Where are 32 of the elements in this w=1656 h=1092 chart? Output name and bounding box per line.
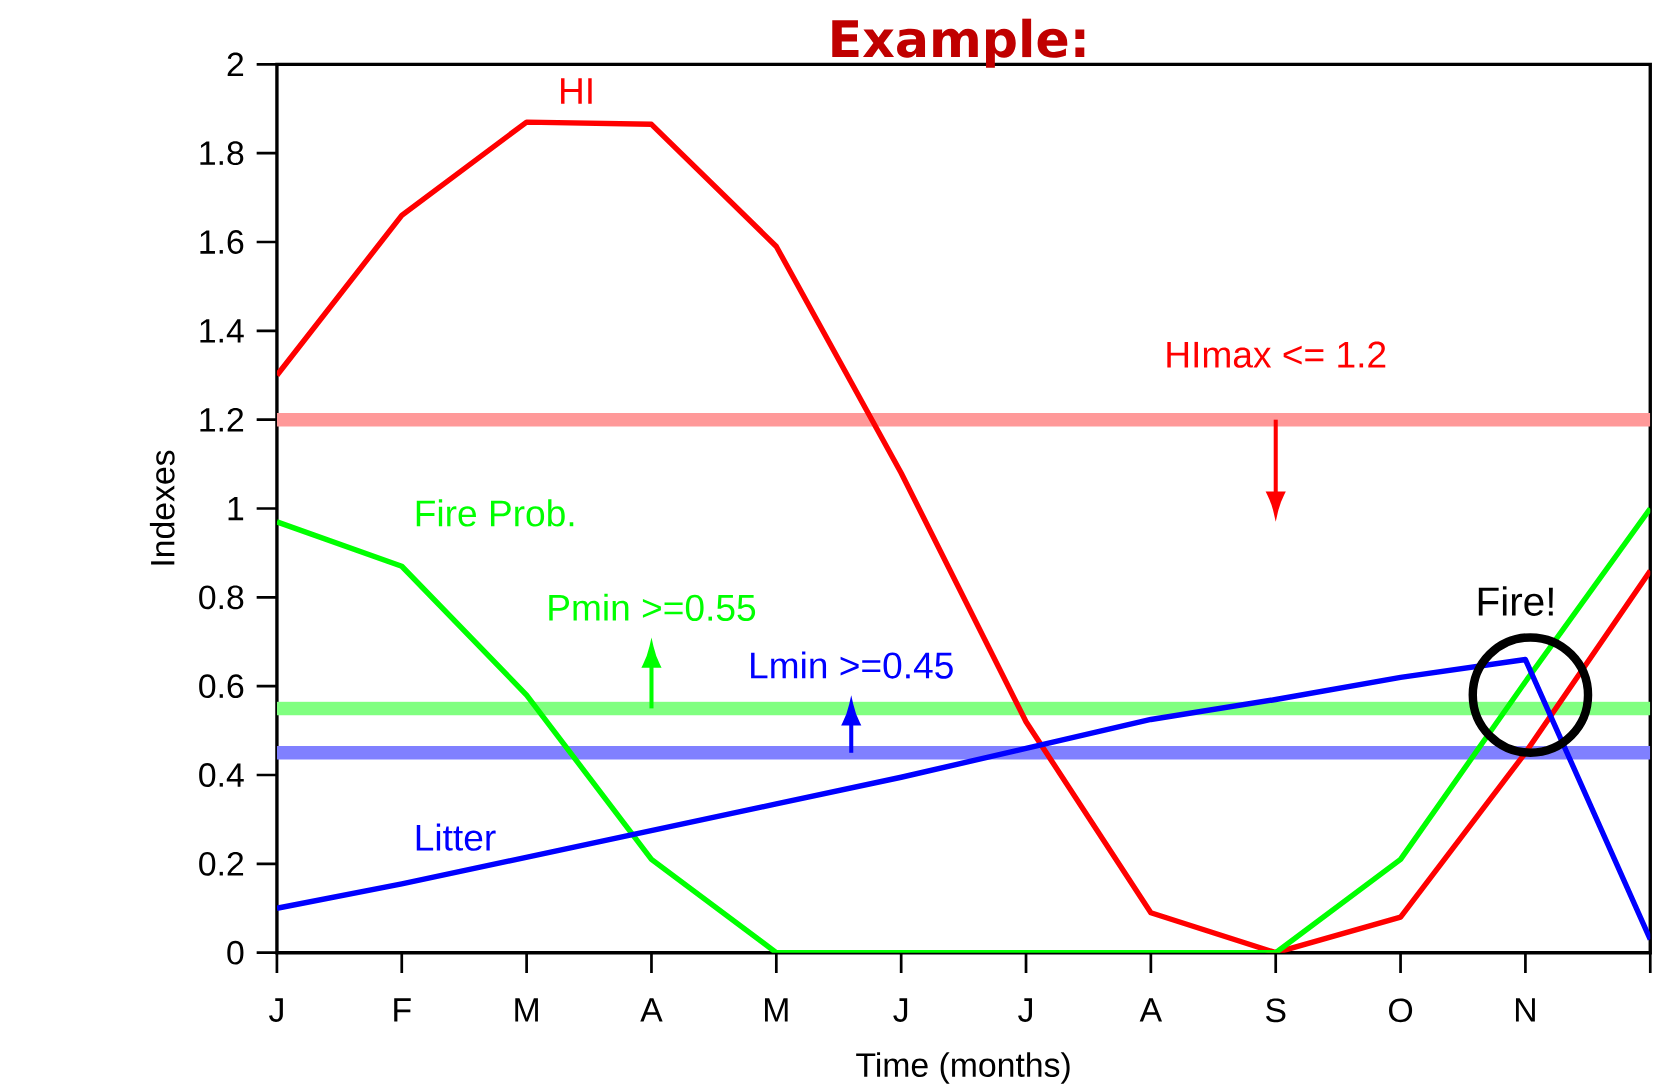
x-tick-label: S [1265, 998, 1286, 1023]
x-tick-label: A [1139, 998, 1163, 1022]
ref-line-label: HImax <= 1.2 [1167, 341, 1386, 368]
series-label: Litter [416, 823, 496, 851]
annotation: Fire! [1478, 586, 1553, 616]
y-tick-label: 1 [228, 496, 244, 521]
ref-line-label: Pmin >=0.55 [549, 593, 756, 621]
x-tick-label: A [640, 998, 663, 1022]
x-tick-label: F [394, 998, 411, 1022]
x-axis-title: Time (months) [856, 1052, 1070, 1084]
y-tick-label: 0 [227, 940, 244, 965]
y-tick-label: 1.2 [200, 407, 244, 432]
y-tick-label: 1.4 [200, 319, 244, 343]
y-tick-label: 0.2 [199, 851, 244, 876]
y-axis-title: Indexes [149, 450, 175, 565]
series-label: HI [561, 78, 592, 104]
x-tick-label: M [515, 998, 538, 1022]
y-tick-label: 1.8 [200, 141, 244, 166]
x-tick-label: N [1515, 998, 1535, 1022]
y-tick-label: 1.6 [200, 230, 244, 254]
x-tick-label: J [1018, 998, 1032, 1022]
x-tick-label: J [893, 998, 908, 1022]
x-tick-label: O [1389, 998, 1413, 1023]
y-tick-label: 2 [227, 52, 244, 77]
x-tick-label: J [269, 998, 283, 1022]
y-tick-label: 0.6 [199, 674, 244, 699]
series-label: Fire Prob. [416, 499, 574, 527]
y-tick-label: 0.8 [199, 585, 244, 610]
chart-title: Example: [832, 18, 1085, 68]
ref-line-label: Lmin >=0.45 [751, 651, 953, 679]
x-tick-label: M [765, 998, 788, 1022]
y-tick-label: 0.4 [199, 763, 244, 787]
